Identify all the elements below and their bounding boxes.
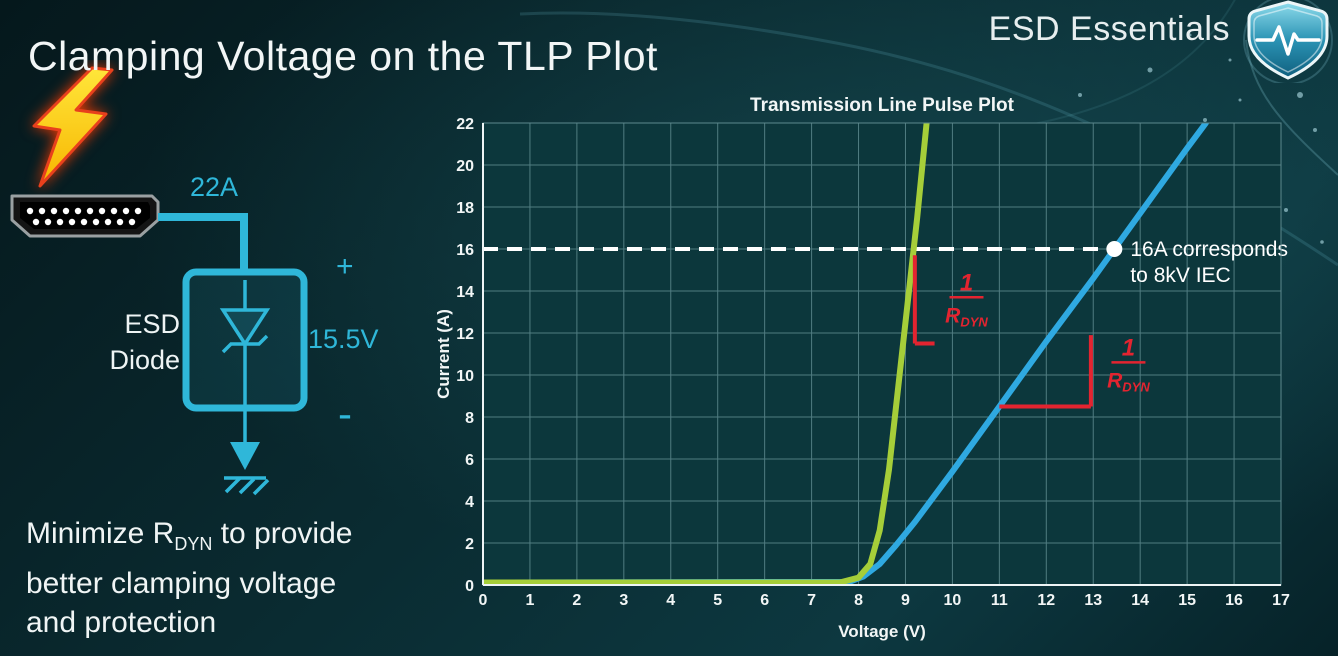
caption-line-1-suffix: to provide (212, 517, 353, 550)
threshold-label: 16A corresponds to 8kV IEC (1130, 238, 1288, 287)
clamping-voltage-label: 15.5V (308, 324, 379, 354)
shield-inner-outline (1253, 7, 1323, 73)
svg-text:4: 4 (666, 592, 675, 609)
svg-text:15: 15 (1178, 592, 1196, 609)
svg-text:0: 0 (479, 592, 488, 609)
chart-title: Transmission Line Pulse Plot (750, 95, 1015, 116)
pulse-line-icon (1255, 25, 1321, 56)
x-axis-label: Voltage (V) (838, 622, 926, 641)
device-name: ESD Diode (58, 306, 180, 378)
surge-wire (158, 213, 248, 272)
x-tick-labels: 0 1 2 3 4 5 6 7 8 9 10 11 12 13 14 15 16 17 (479, 592, 1290, 609)
svg-text:18: 18 (456, 200, 474, 217)
esd-shield-logo-icon (1243, 0, 1333, 83)
y-axis-label: Current (A) (434, 309, 453, 399)
svg-text:16A corresponds: 16A corresponds (1130, 238, 1288, 261)
blue-slope-indicator (999, 335, 1093, 409)
svg-text:8: 8 (465, 410, 474, 427)
svg-text:6: 6 (760, 592, 769, 609)
series-low-rdyn-diode (483, 123, 930, 585)
hdmi-connector-icon (10, 194, 160, 238)
caption-line-1-prefix: Minimize R (26, 517, 175, 550)
polarity-minus-label: - (338, 390, 352, 437)
esd-diagram (10, 66, 308, 496)
svg-text:to 8kV IEC: to 8kV IEC (1130, 264, 1230, 287)
svg-text:22: 22 (456, 116, 474, 133)
caption: Minimize RDYN to provide better clamping… (26, 514, 352, 642)
threshold-marker (1106, 241, 1123, 257)
svg-text:4: 4 (465, 494, 474, 511)
svg-text:20: 20 (456, 158, 474, 175)
zener-diode-symbol (219, 280, 271, 444)
svg-text:11: 11 (991, 592, 1008, 609)
lightning-bolt-icon (32, 66, 114, 188)
svg-text:12: 12 (456, 326, 474, 343)
svg-text:9: 9 (901, 592, 910, 609)
surge-current-label: 22A (190, 172, 239, 202)
decor-swoosh-3 (1245, 39, 1338, 176)
svg-text:2: 2 (465, 536, 474, 553)
brand-wordmark: ESD Essentials (988, 10, 1230, 48)
svg-text:2: 2 (572, 592, 581, 609)
svg-text:3: 3 (619, 592, 628, 609)
device-name-line-1: ESD (124, 309, 180, 339)
svg-text:16: 16 (456, 242, 474, 259)
svg-text:8: 8 (854, 592, 863, 609)
svg-text:10: 10 (944, 592, 962, 609)
decor-swoosh-2 (999, 0, 1236, 131)
caption-line-2: better clamping voltage (26, 567, 337, 600)
green-slope-indicator (912, 255, 935, 346)
caption-line-3: and protection (26, 606, 217, 639)
svg-text:1: 1 (1122, 334, 1135, 361)
ground-symbol (224, 442, 270, 496)
svg-text:14: 14 (456, 284, 474, 301)
svg-text:16: 16 (1225, 592, 1243, 609)
logo-halo (1243, 0, 1333, 83)
svg-text:1: 1 (525, 592, 534, 609)
y-tick-labels: 0 2 4 6 8 10 12 14 16 18 20 22 (456, 116, 474, 595)
device-name-line-2: Diode (109, 345, 180, 375)
svg-text:10: 10 (456, 368, 474, 385)
slide-title: Clamping Voltage on the TLP Plot (28, 33, 658, 80)
polarity-plus-label: + (336, 250, 354, 283)
svg-text:13: 13 (1084, 592, 1102, 609)
svg-text:7: 7 (807, 592, 816, 609)
svg-text:0: 0 (465, 578, 474, 595)
svg-text:17: 17 (1272, 592, 1290, 609)
svg-text:14: 14 (1131, 592, 1149, 609)
axes (482, 123, 1281, 586)
series-higher-rdyn-diode (483, 123, 1209, 585)
caption-line-1: Minimize RDYN to provide (26, 514, 352, 564)
svg-text:5: 5 (713, 592, 722, 609)
caption-rdyn-subscript: DYN (174, 534, 213, 554)
svg-text:12: 12 (1037, 592, 1055, 609)
svg-text:1: 1 (960, 269, 973, 296)
svg-text:6: 6 (465, 452, 474, 469)
tlp-chart: 1 RDYN 1 RDYN 16A corresponds to 8kV IEC 0 1 2 3 4… (432, 92, 1338, 656)
shield-shape (1247, 0, 1329, 80)
